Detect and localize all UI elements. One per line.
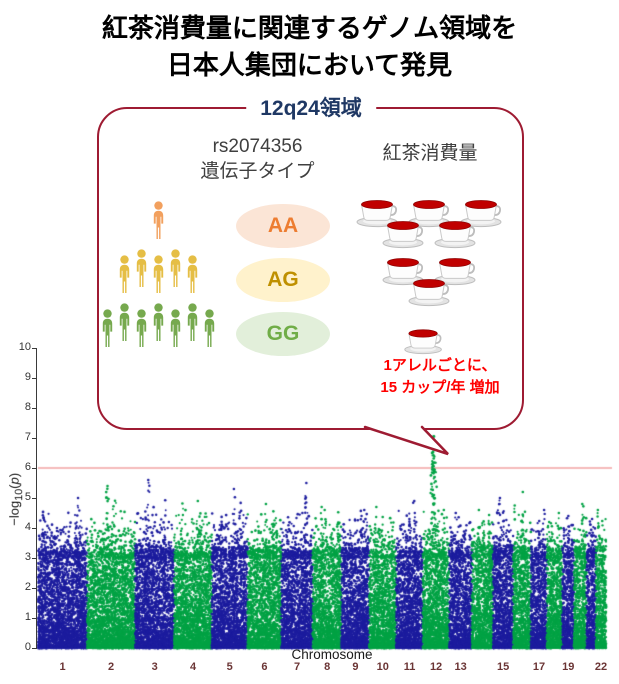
person-icon <box>150 303 167 348</box>
y-tick-mark <box>32 617 36 619</box>
x-tick-chr-8: 8 <box>324 661 331 673</box>
y-axis-line <box>36 348 37 649</box>
effect-size-annotation: 1アレルごとに、 15 カップ/年 増加 <box>342 355 538 399</box>
y-tick-mark <box>32 527 36 529</box>
person-icon <box>167 249 184 294</box>
y-tick-mark <box>32 437 36 439</box>
x-tick-chr-13: 13 <box>454 661 467 673</box>
genotype-pill-AG: AG <box>236 258 330 302</box>
teacup-icon <box>353 192 403 233</box>
teacup-icon <box>431 213 481 254</box>
x-tick-chr-22: 22 <box>594 661 608 673</box>
genotype-column-header: rs2074356 遺伝子タイプ <box>175 134 340 184</box>
y-tick-mark <box>32 407 36 409</box>
x-tick-chr-1: 1 <box>59 661 66 673</box>
y-tick-mark <box>32 647 36 649</box>
person-icon <box>150 201 167 246</box>
y-tick-mark <box>32 377 36 379</box>
x-tick-chr-12: 12 <box>429 661 443 673</box>
y-tick-mark <box>32 347 36 349</box>
tea-consumption-column-header: 紅茶消費量 <box>382 143 478 164</box>
person-icon <box>133 309 150 354</box>
x-tick-chr-9: 9 <box>352 661 359 673</box>
x-tick-chr-17: 17 <box>532 661 546 673</box>
y-tick-label-9: 9 <box>24 371 31 383</box>
person-icon <box>167 309 184 354</box>
y-tick-label-10: 10 <box>18 341 31 353</box>
x-tick-chr-2: 2 <box>108 661 115 673</box>
genotype-pill-GG: GG <box>236 312 330 356</box>
y-tick-mark <box>32 587 36 589</box>
x-tick-chr-7: 7 <box>293 661 301 673</box>
snp-id: rs2074356 <box>212 136 303 157</box>
x-tick-chr-15: 15 <box>497 661 510 673</box>
x-tick-chr-6: 6 <box>261 661 268 673</box>
page-title: 紅茶消費量に関連するゲノム領域を 日本人集団において発見 <box>0 10 619 84</box>
person-icon <box>201 309 218 354</box>
y-tick-label-6: 6 <box>24 461 31 473</box>
y-tick-label-0: 0 <box>24 641 31 653</box>
y-tick-label-7: 7 <box>24 431 31 443</box>
x-tick-chr-3: 3 <box>151 661 158 673</box>
x-tick-chr-19: 19 <box>562 661 575 673</box>
person-icon <box>150 255 167 300</box>
y-tick-mark <box>32 497 36 499</box>
x-tick-chr-5: 5 <box>226 661 233 673</box>
teacup-icon <box>457 192 507 233</box>
x-tick-chr-4: 4 <box>189 661 197 673</box>
person-icon <box>184 303 201 348</box>
title-line-1: 紅茶消費量に関連するゲノム領域を <box>101 13 518 43</box>
x-axis-title: Chromosome <box>291 647 373 662</box>
y-tick-mark <box>32 557 36 559</box>
y-tick-label-2: 2 <box>24 581 31 593</box>
x-tick-chr-10: 10 <box>376 661 389 673</box>
y-tick-label-1: 1 <box>24 611 31 623</box>
title-line-2: 日本人集団において発見 <box>166 50 453 80</box>
teacup-icon <box>401 322 447 360</box>
region-label: 12q24領域 <box>246 95 376 122</box>
person-icon <box>133 249 150 294</box>
y-tick-mark <box>32 467 36 469</box>
effect-line-2: 15 カップ/年 増加 <box>380 379 500 396</box>
callout-tail <box>363 425 449 456</box>
effect-line-1: 1アレルごとに、 <box>383 357 497 374</box>
teacup-icon <box>379 213 429 254</box>
y-tick-label-4: 4 <box>24 521 31 533</box>
teacup-icon <box>405 271 455 312</box>
x-tick-chr-11: 11 <box>403 661 416 673</box>
teacup-icon <box>379 250 429 291</box>
y-tick-label-3: 3 <box>24 551 31 563</box>
genotype-header-text: 遺伝子タイプ <box>200 161 315 182</box>
y-tick-label-5: 5 <box>24 491 31 503</box>
person-icon <box>116 255 133 300</box>
person-icon <box>184 255 201 300</box>
genotype-pill-AA: AA <box>236 204 330 248</box>
teacup-icon <box>431 250 481 291</box>
y-tick-label-8: 8 <box>24 401 31 413</box>
person-icon <box>116 303 133 348</box>
person-icon <box>99 309 116 354</box>
